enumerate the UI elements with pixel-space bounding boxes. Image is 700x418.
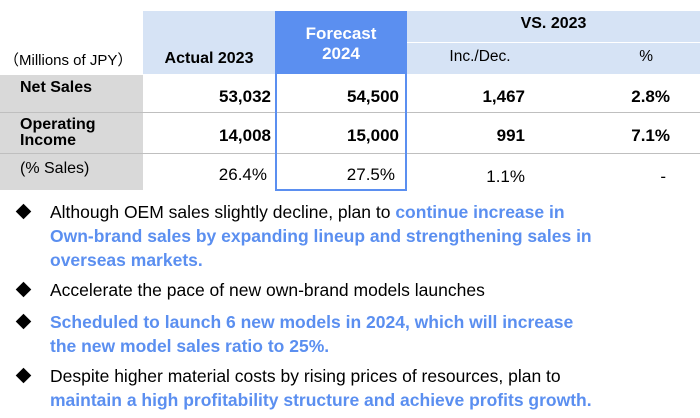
bullet-item: Despite higher material costs by rising … xyxy=(15,364,690,412)
header-vs-label: VS. 2023 xyxy=(520,15,587,32)
header-forecast: Forecast 2024 xyxy=(277,13,405,74)
row-operating-income-label: Operating Income xyxy=(0,113,143,153)
operating-income-actual: 14,008 xyxy=(219,126,271,145)
header-actual: Actual 2023 xyxy=(143,11,275,74)
net-sales-incdec: 1,467 xyxy=(482,87,525,106)
net-sales-forecast: 54,500 xyxy=(347,87,399,106)
header-forecast-line2: 2024 xyxy=(322,43,360,63)
operating-income-incdec: 991 xyxy=(496,126,525,145)
header-incdec-label: Inc./Dec. xyxy=(449,48,511,65)
operating-income-forecast: 15,000 xyxy=(347,126,399,145)
header-vs: VS. 2023 Inc./Dec. % xyxy=(407,11,700,74)
row-pct-sales-label: (% Sales) xyxy=(0,154,143,190)
pct-sales-incdec: 1.1% xyxy=(486,167,525,186)
diamond-bullet-icon xyxy=(15,203,32,220)
operating-income-pct: 7.1% xyxy=(631,126,670,145)
bullet-item: Scheduled to launch 6 new models in 2024… xyxy=(15,310,690,358)
pct-sales-forecast: 27.5% xyxy=(346,165,395,184)
header-forecast-line1: Forecast xyxy=(305,23,377,43)
header-pct-label: % xyxy=(639,48,653,65)
net-sales-actual: 53,032 xyxy=(219,87,271,106)
diamond-bullet-icon xyxy=(15,281,32,298)
financial-table: Actual 2023 Forecast 2024 VS. 2023 Inc./… xyxy=(0,0,700,191)
pct-sales-pct: - xyxy=(660,167,666,186)
row-net-sales-label: Net Sales xyxy=(0,75,143,112)
pct-sales-actual: 26.4% xyxy=(218,165,267,184)
bullet-item: Although OEM sales slightly decline, pla… xyxy=(15,200,690,272)
net-sales-pct: 2.8% xyxy=(631,87,670,106)
units-label: （Millions of JPY） xyxy=(4,51,133,69)
diamond-bullet-icon xyxy=(15,367,32,384)
header-actual-label: Actual 2023 xyxy=(164,50,254,67)
bullet-item: Accelerate the pace of new own-brand mod… xyxy=(15,278,690,302)
diamond-bullet-icon xyxy=(15,313,32,330)
